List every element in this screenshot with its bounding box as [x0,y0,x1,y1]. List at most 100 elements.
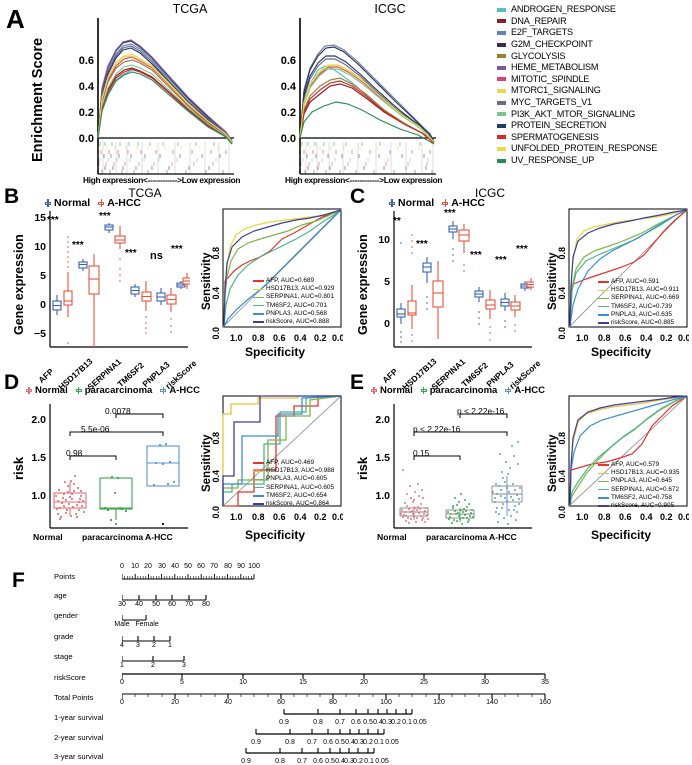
svg-text:0.4: 0.4 [557,470,567,483]
group-legend-item-ahcc: A-HCC [441,197,485,209]
svg-text:15: 15 [34,212,46,224]
nomogram-tick-total-40: 40 [224,699,232,706]
roc-line-icon [253,503,264,505]
svg-text:0.0: 0.0 [332,512,343,522]
legend-label: MITOTIC_SPINDLE [511,73,590,84]
roc-legend-label: AFP, AUC=0.469 [266,459,315,466]
legend-label: SPERMATOGENESIS [511,131,599,142]
legend-item: G2M_CHECKPOINT [497,39,692,51]
nomogram-row-label-grade: grade [54,632,74,641]
roc-legend-label: TM6SF2, AUC=0.739 [611,302,672,310]
panel-e-pvalue-paracarcinoma-ahcc: p < 2.22e-16 [457,406,505,416]
roc-line-icon [598,464,609,466]
roc-legend-item: AFP, AUC=0.689 [253,277,334,285]
panel-c-ylabel: Gene expression [356,234,370,335]
nomogram-row-label-riskscore: riskScore [54,673,86,682]
panel-letter-f: F [12,569,25,592]
panel-d-cat-paracarcinoma: paracarcinoma [82,532,144,542]
panel-a-xaxis-caption-tcga: High expression<------------>Low express… [83,175,241,185]
svg-text:0.6: 0.6 [79,55,94,67]
roc-line-icon [253,321,264,323]
nomogram-tick-2y-0.3: 0.3 [354,739,364,746]
svg-text:1.5: 1.5 [31,452,46,464]
roc-legend-item: TM6SF2, AUC=0.758 [598,494,679,502]
svg-text:0.2: 0.2 [314,512,327,522]
legend-item: HEME_METABOLISM [497,62,692,74]
legend-item: MITOTIC_SPINDLE [497,74,692,86]
legend-item: UNFOLDED_PROTEIN_RESPONSE [497,143,692,155]
panel-letter-a: A [6,4,25,34]
nomogram-tick-points-0: 0 [120,563,124,570]
legend-swatch-unfolded-protein-response [497,146,506,151]
svg-text:0.6: 0.6 [281,55,296,67]
roc-line-icon [253,486,264,489]
svg-text:0.2: 0.2 [660,333,673,343]
panel-d-roc-xlabel: Specificity [245,528,306,542]
legend-label: ANDROGEN_RESPONSE [511,4,616,15]
nomogram-tick-points-90: 90 [237,563,245,570]
panel-c-roc: 0.0 0.4 0.8 1.0 0.8 0.6 0.4 0.2 0.0 [557,208,689,343]
nomogram-tick-2y-0.1: 0.1 [374,739,384,746]
roc-legend-label: HSD17B13, AUC=0.929 [266,285,335,293]
roc-legend-item: AFP, AUC=0.579 [598,461,679,469]
legend-item: ANDROGEN_RESPONSE [497,4,692,16]
panel-e-cat-ahcc: A-HCC [489,532,517,542]
nomogram-tick-points-30: 30 [158,563,166,570]
svg-text:0.4: 0.4 [211,470,221,483]
nomogram-tick-1y-0.6: 0.6 [351,719,361,726]
svg-text:0.6: 0.6 [273,333,286,343]
nomogram-row-label-total-points: Total Points [54,693,94,702]
roc-legend-item: TM6SF2, AUC=0.739 [598,303,679,311]
group-legend-item-normal: Normal [25,385,68,396]
panel-b-boxplot: 15 10 5 0 −5 [34,211,190,348]
legend-item: MTORC1_SIGNALING [497,85,692,97]
svg-text:2.0: 2.0 [31,414,46,426]
group-legend-item-normal: Normal [44,197,90,209]
svg-text:0.8: 0.8 [252,512,265,522]
panel-letter-b: B [4,185,20,208]
nomogram-tick-1y-0.05: 0.05 [413,719,427,726]
legend-item: PI3K_AKT_MTOR_SIGNALING [497,108,692,120]
svg-text:0.4: 0.4 [79,81,95,93]
legend-swatch-glycolysis [497,54,506,59]
svg-text:0.0: 0.0 [332,333,343,343]
panel-c-roc-legend: AFP, AUC=0.591 HSD17B13, AUC=0.911 SERPI… [598,278,679,327]
legend-label: PROTEIN_SECRETION [511,120,607,131]
panel-e-cat-normal: Normal [377,532,407,542]
roc-line-icon [253,462,264,464]
nomogram-tick-riskscore-30: 30 [481,679,489,686]
legend-item: MYC_TARGETS_V1 [497,97,692,109]
roc-legend-label: PNPLA3, AUC=0.568 [266,309,327,317]
nomogram-tick-points-10: 10 [131,563,139,570]
panel-c-sig-riskscore: *** [516,244,528,255]
legend-label: MYC_TARGETS_V1 [511,97,592,108]
group-legend-label: Normal [35,385,68,396]
nomogram-tick-riskscore-5: 5 [180,679,184,686]
roc-line-icon [253,313,264,315]
panel-b-sig-pnpla3: ns [150,250,163,262]
nomogram-tick-total-20: 20 [171,699,179,706]
boxplot-marker-icon [44,199,52,207]
panel-e-roc: 0.0 0.4 0.8 1.0 0.8 0.6 0.4 0.2 0.0 [557,395,689,522]
legend-label: HEME_METABOLISM [511,62,599,73]
svg-text:2.0: 2.0 [375,414,390,426]
svg-text:0.8: 0.8 [252,333,265,343]
roc-line-icon [598,305,609,308]
group-legend-item-paracarcinoma: paracarcinoma [75,385,152,396]
svg-text:0.0: 0.0 [557,327,567,340]
svg-text:0.4: 0.4 [640,333,653,343]
legend-swatch-dna-repair [497,19,506,24]
nomogram-tick-3y-0.8: 0.8 [275,758,285,765]
boxplot-marker-icon [159,386,167,395]
svg-text:0.4: 0.4 [640,512,653,522]
group-legend-label: Normal [398,197,435,209]
roc-line-icon [598,480,609,483]
panel-d-ylabel: risk [11,456,26,480]
boxplot-marker-icon [25,386,33,395]
panel-d-cat-ahcc: A-HCC [145,532,173,542]
svg-text:0.4: 0.4 [211,287,221,300]
nomogram-tick-2y-0.2: 0.2 [363,739,373,746]
nomogram-tick-riskscore-0: 0 [120,679,124,686]
nomogram-tick-2y-0.5: 0.5 [335,739,345,746]
nomogram-tick-2y-0.6: 0.6 [323,739,333,746]
